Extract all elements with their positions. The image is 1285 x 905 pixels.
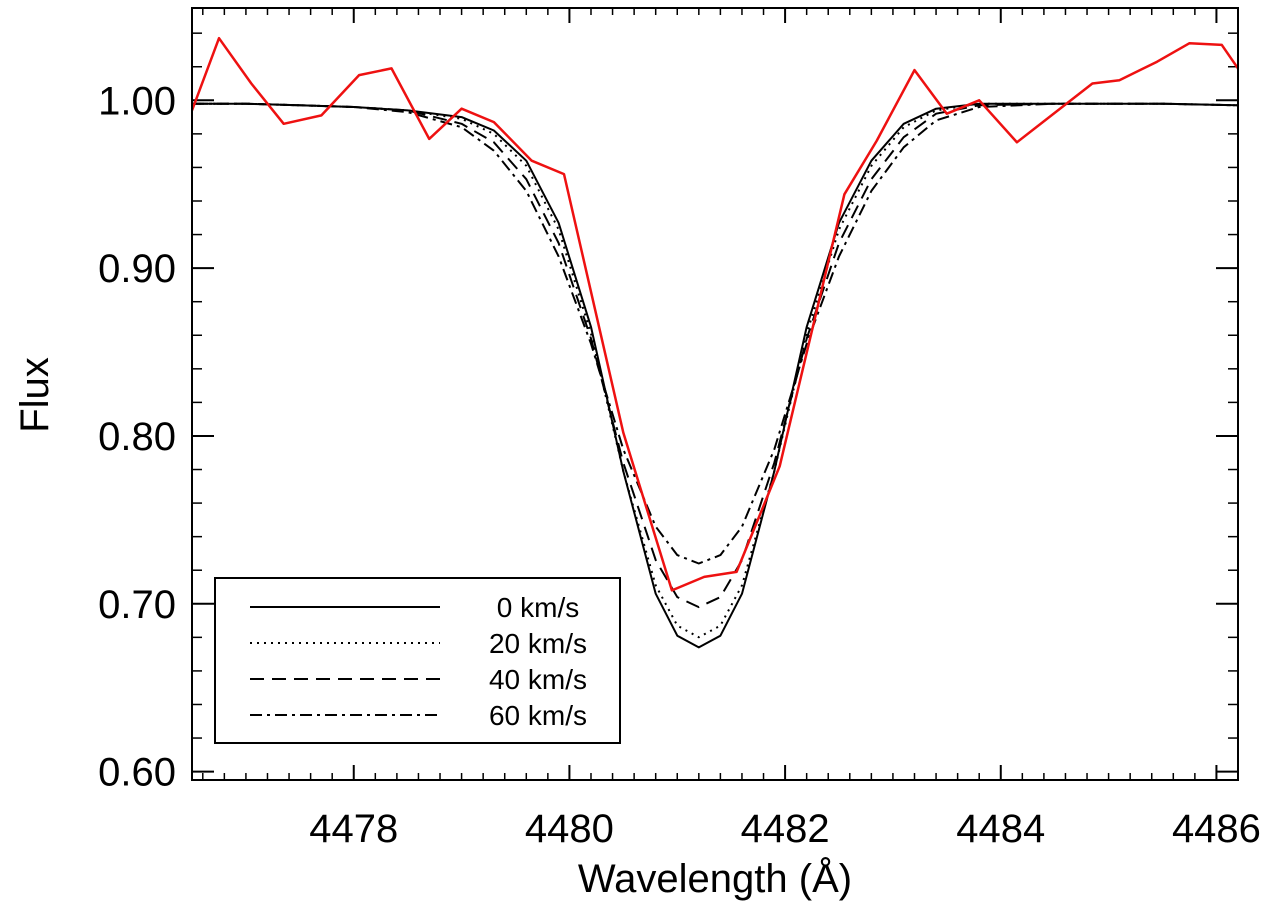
y-tick-label: 0.60: [98, 751, 176, 795]
y-axis-title: Flux: [13, 357, 57, 433]
y-tick-label: 0.70: [98, 583, 176, 627]
legend-entries: 0 km/s 20 km/s 40 km/s 60 km/s: [250, 592, 587, 731]
x-tick-label: 4480: [525, 807, 614, 851]
y-tick-label: 1.00: [98, 79, 176, 123]
legend-label: 20 km/s: [489, 628, 587, 659]
series-line-40-km-s: [192, 102, 1238, 609]
y-tick-label: 0.90: [98, 247, 176, 291]
x-tick-label: 4486: [1172, 807, 1261, 851]
x-tick-label: 4482: [741, 807, 830, 851]
legend-label: 0 km/s: [497, 592, 579, 623]
y-tick-labels: 0.60 0.70 0.80 0.90 1.00: [98, 79, 176, 794]
legend-label: 40 km/s: [489, 664, 587, 695]
minor-ticks: [192, 8, 1239, 780]
x-tick-labels: 4478 4480 4482 4484 4486: [309, 807, 1261, 851]
x-tick-label: 4478: [309, 807, 398, 851]
x-axis-title: Wavelength (Å): [578, 856, 852, 901]
y-tick-label: 0.80: [98, 415, 176, 459]
x-tick-label: 4484: [956, 807, 1045, 851]
major-ticks: [192, 8, 1238, 780]
series-line-60-km-s: [192, 102, 1238, 565]
plot-frame: [191, 7, 1239, 781]
series-layer: [192, 36, 1238, 649]
legend: 0 km/s 20 km/s 40 km/s 60 km/s: [214, 577, 621, 744]
legend-label: 60 km/s: [489, 700, 587, 731]
series-line-20-km-s: [192, 102, 1238, 639]
series-line-observed: [192, 36, 1238, 592]
